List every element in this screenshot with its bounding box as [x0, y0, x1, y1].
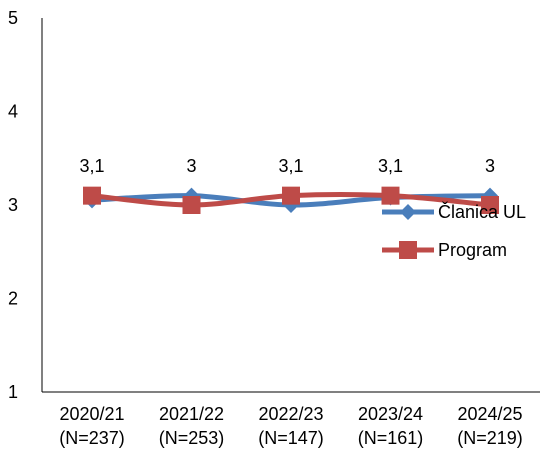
- x-tick-sublabel: (N=219): [457, 428, 523, 448]
- x-tick-label: 2020/21: [59, 404, 124, 424]
- data-labels-layer: 3,1 3 3,1 3,1 3: [79, 156, 495, 176]
- axes-layer: 1 2 3 4 5 2020/21 (N=237) 2021/22 (N=253) 2022/23…: [8, 8, 540, 448]
- data-point: [381, 186, 400, 205]
- legend-label: Program: [438, 240, 507, 260]
- data-point: [83, 186, 101, 205]
- x-tick-label: 2021/22: [159, 404, 224, 424]
- data-label: 3,1: [378, 156, 403, 176]
- data-label: 3: [485, 156, 495, 176]
- data-point: [182, 196, 201, 214]
- data-point: [481, 196, 499, 214]
- x-tick-label: 2023/24: [358, 404, 423, 424]
- legend-label: Članica UL: [438, 201, 526, 222]
- y-tick-label: 2: [8, 289, 18, 309]
- legend: Članica UL Program: [382, 201, 526, 260]
- y-tick-label: 5: [8, 8, 18, 28]
- x-tick-label: 2024/25: [457, 404, 522, 424]
- y-tick-label: 1: [8, 382, 18, 402]
- x-tick-sublabel: (N=253): [159, 428, 225, 448]
- y-tick-label: 4: [8, 102, 18, 122]
- data-label: 3,1: [79, 156, 104, 176]
- legend-marker: [399, 241, 417, 259]
- x-tick-sublabel: (N=237): [59, 428, 125, 448]
- data-label: 3: [186, 156, 196, 176]
- data-label: 3,1: [278, 156, 303, 176]
- y-tick-label: 3: [8, 195, 18, 215]
- x-tick-sublabel: (N=161): [358, 428, 424, 448]
- x-tick-sublabel: (N=147): [258, 428, 324, 448]
- series-layer: [83, 186, 499, 214]
- x-tick-label: 2022/23: [258, 404, 323, 424]
- data-point: [282, 186, 300, 205]
- legend-marker: [400, 204, 416, 220]
